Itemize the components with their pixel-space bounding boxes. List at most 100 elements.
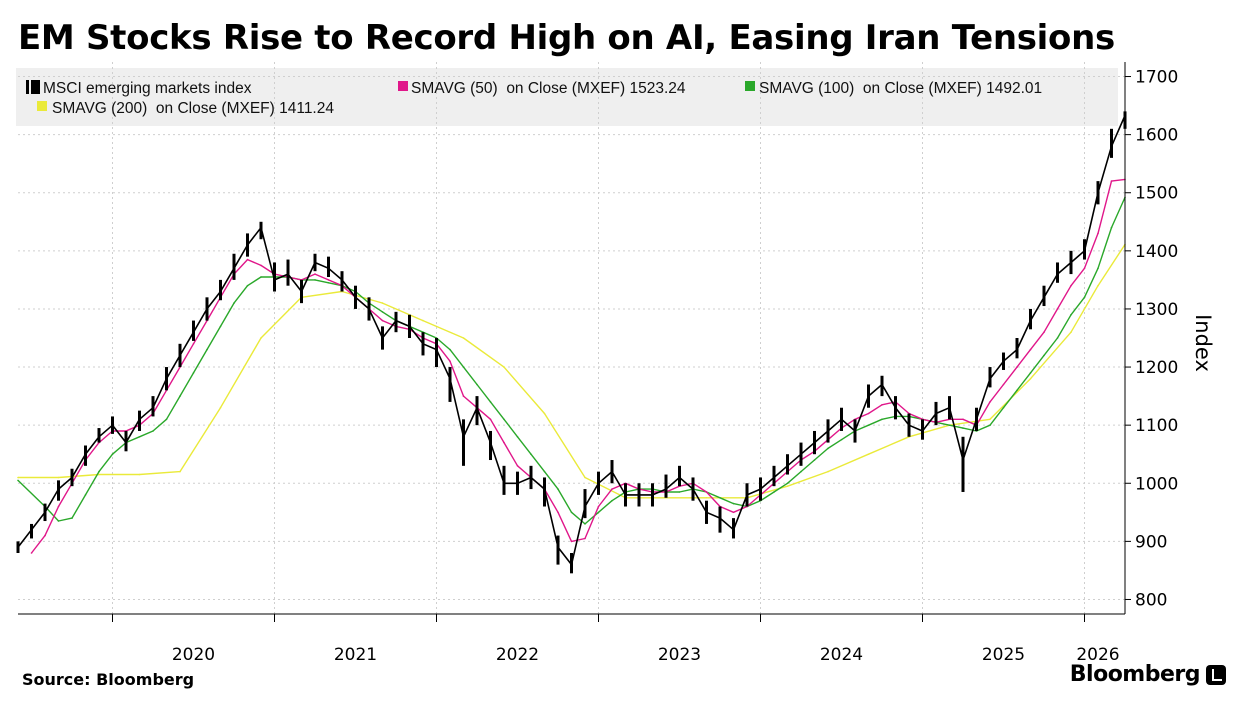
series-point-3 <box>705 497 708 499</box>
series-point-2 <box>462 366 465 368</box>
series-point-2 <box>98 470 100 473</box>
series-point-2 <box>800 470 802 473</box>
series-point-0 <box>840 418 843 421</box>
series-point-0 <box>1029 319 1032 322</box>
series-point-0 <box>43 511 47 514</box>
series-point-1 <box>989 401 991 403</box>
series-point-1 <box>381 319 384 322</box>
series-point-2 <box>678 491 681 493</box>
series-point-2 <box>989 424 991 427</box>
series-point-0 <box>1056 272 1059 276</box>
series-point-3 <box>422 319 424 322</box>
series-point-1 <box>57 505 60 508</box>
series-point-2 <box>557 488 559 490</box>
series-point-1 <box>570 540 573 543</box>
series-point-2 <box>111 453 114 456</box>
x-tick-label-2022: 2022 <box>496 645 539 665</box>
series-layer <box>16 111 1127 574</box>
series-point-0 <box>381 336 384 340</box>
series-point-2 <box>17 479 19 482</box>
series-point-1 <box>1029 348 1032 351</box>
series-point-2 <box>881 418 883 421</box>
series-point-0 <box>786 464 789 467</box>
series-point-0 <box>489 441 492 444</box>
legend: MSCI emerging markets index SMAVG (50) o… <box>26 80 1042 117</box>
series-point-0 <box>1096 191 1100 194</box>
series-point-3 <box>786 485 789 488</box>
series-point-0 <box>975 418 978 421</box>
series-point-0 <box>246 243 249 247</box>
y-tick-label-1300: 1300 <box>1135 300 1178 320</box>
series-point-0 <box>1042 296 1046 299</box>
series-point-0 <box>286 272 290 276</box>
bloomberg-terminal-icon <box>1206 664 1226 685</box>
series-point-2 <box>489 401 492 403</box>
series-point-1 <box>597 505 600 508</box>
series-point-2 <box>584 523 586 525</box>
series-point-0 <box>880 383 884 386</box>
x-tick-label-2026: 2026 <box>1076 645 1119 665</box>
series-point-3 <box>1029 377 1032 380</box>
series-point-0 <box>597 482 600 485</box>
series-point-1 <box>503 441 505 444</box>
series-point-0 <box>1002 360 1005 363</box>
series-point-2 <box>57 520 60 522</box>
series-point-3 <box>57 476 60 479</box>
series-point-0 <box>570 563 573 566</box>
series-point-1 <box>449 360 451 363</box>
series-point-2 <box>219 325 222 328</box>
series-point-2 <box>1083 296 1086 299</box>
series-point-2 <box>611 499 613 502</box>
series-point-2 <box>449 348 451 351</box>
series-point-0 <box>151 406 155 409</box>
series-point-3 <box>260 337 262 339</box>
series-point-3 <box>584 476 586 479</box>
series-point-1 <box>1016 366 1018 368</box>
series-point-3 <box>503 366 505 368</box>
series-point-2 <box>260 276 262 278</box>
series-point-2 <box>503 418 505 421</box>
series-point-0 <box>1083 249 1086 252</box>
grid <box>18 62 1125 614</box>
series-point-0 <box>624 493 627 497</box>
series-point-0 <box>421 342 425 345</box>
series-point-3 <box>219 406 222 409</box>
series-point-1 <box>611 488 613 490</box>
series-point-2 <box>179 395 181 397</box>
source-note: Source: Bloomberg <box>22 670 195 689</box>
series-point-2 <box>84 494 87 496</box>
series-point-1 <box>462 395 465 397</box>
series-point-2 <box>1110 226 1113 229</box>
series-point-1 <box>327 279 330 281</box>
series-point-3 <box>462 337 465 339</box>
series-point-0 <box>664 487 668 491</box>
series-point-0 <box>219 290 222 293</box>
legend-item-msci: MSCI emerging markets index <box>26 80 252 97</box>
series-point-0 <box>934 412 938 415</box>
series-point-0 <box>313 261 317 264</box>
series-point-2 <box>840 438 843 441</box>
series-point-2 <box>138 436 141 438</box>
series-point-0 <box>583 505 587 508</box>
series-point-0 <box>57 487 60 491</box>
y-axis-label: Index <box>1191 314 1215 372</box>
x-tick-label-2024: 2024 <box>820 645 863 665</box>
series-point-0 <box>678 476 681 479</box>
series-point-2 <box>719 497 721 499</box>
series-point-2 <box>773 491 775 493</box>
legend-swatch-msci <box>26 80 29 94</box>
y-tick-label-1200: 1200 <box>1135 358 1178 378</box>
series-point-0 <box>273 278 276 282</box>
series-point-1 <box>44 534 46 537</box>
series-point-0 <box>867 394 870 398</box>
series-point-0 <box>948 406 951 409</box>
series-point-0 <box>745 493 749 497</box>
series-point-0 <box>367 307 371 311</box>
series-point-0 <box>435 348 438 351</box>
series-point-2 <box>233 302 235 304</box>
series-point-2 <box>948 424 951 427</box>
series-point-2 <box>152 430 154 432</box>
series-point-2 <box>1043 354 1045 357</box>
series-point-1 <box>260 264 262 267</box>
axes: 800 900 1000 1100 1200 1300 1400 1500 1600 1700 20… <box>18 62 1178 665</box>
